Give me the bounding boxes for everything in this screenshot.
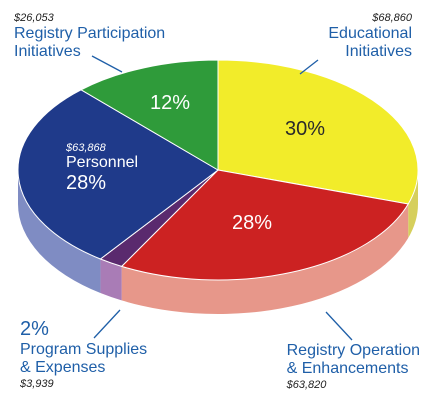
- amount-educational: $68,860: [328, 12, 412, 25]
- amount-program-supplies: $3,939: [20, 378, 147, 391]
- pct-educational-inside: 30%: [285, 118, 325, 141]
- name-educational-line2: Initiatives: [328, 43, 412, 61]
- label-registry-operation: Registry Operation & Enhancements $63,82…: [287, 342, 420, 391]
- name-program-supplies-line2: & Expenses: [20, 359, 147, 377]
- name-registry-operation-line1: Registry Operation: [287, 342, 420, 360]
- amount-registry-participation: $26,053: [14, 12, 165, 25]
- label-educational: $68,860 Educational Initiatives: [328, 12, 412, 61]
- name-registry-operation-line2: & Enhancements: [287, 360, 420, 378]
- label-program-supplies: 2% Program Supplies & Expenses $3,939: [20, 318, 147, 390]
- pct-operation-inside: 28%: [232, 212, 272, 235]
- pct-personnel: 28%: [66, 172, 138, 195]
- name-registry-participation-line1: Registry Participation: [14, 25, 165, 43]
- name-registry-participation-line2: Initiatives: [14, 43, 165, 61]
- amount-personnel: $63,868: [66, 142, 138, 154]
- leader-line-3: [326, 312, 352, 340]
- label-registry-participation: $26,053 Registry Participation Initiativ…: [14, 12, 165, 61]
- pct-participation-inside: 12%: [150, 92, 190, 115]
- name-program-supplies-line1: Program Supplies: [20, 341, 147, 359]
- name-educational-line1: Educational: [328, 25, 412, 43]
- amount-registry-operation: $63,820: [287, 379, 420, 392]
- name-personnel: Personnel: [66, 154, 138, 172]
- pct-program-supplies: 2%: [20, 318, 147, 341]
- label-personnel-inside: $63,868 Personnel 28%: [66, 142, 138, 195]
